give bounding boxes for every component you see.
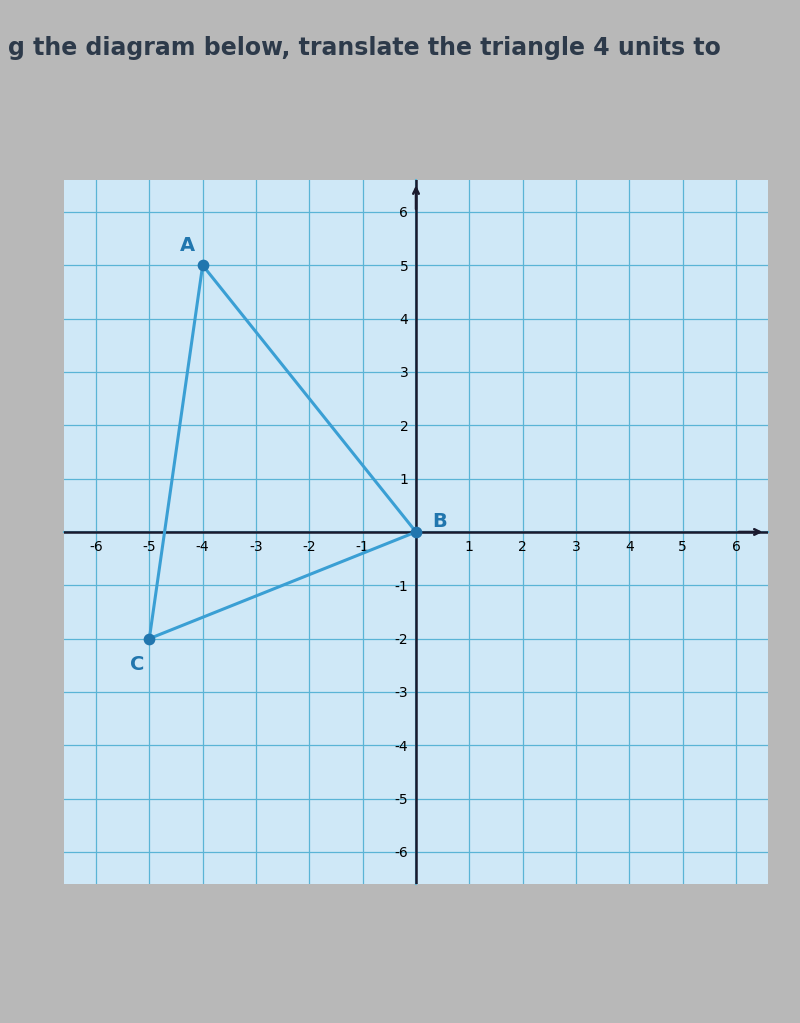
- Point: [196, 257, 209, 273]
- Text: A: A: [179, 235, 194, 255]
- Text: g the diagram below, translate the triangle 4 units to: g the diagram below, translate the trian…: [8, 36, 721, 59]
- Text: B: B: [432, 512, 446, 531]
- Point: [143, 630, 156, 647]
- Text: C: C: [130, 655, 144, 673]
- Point: [410, 524, 422, 540]
